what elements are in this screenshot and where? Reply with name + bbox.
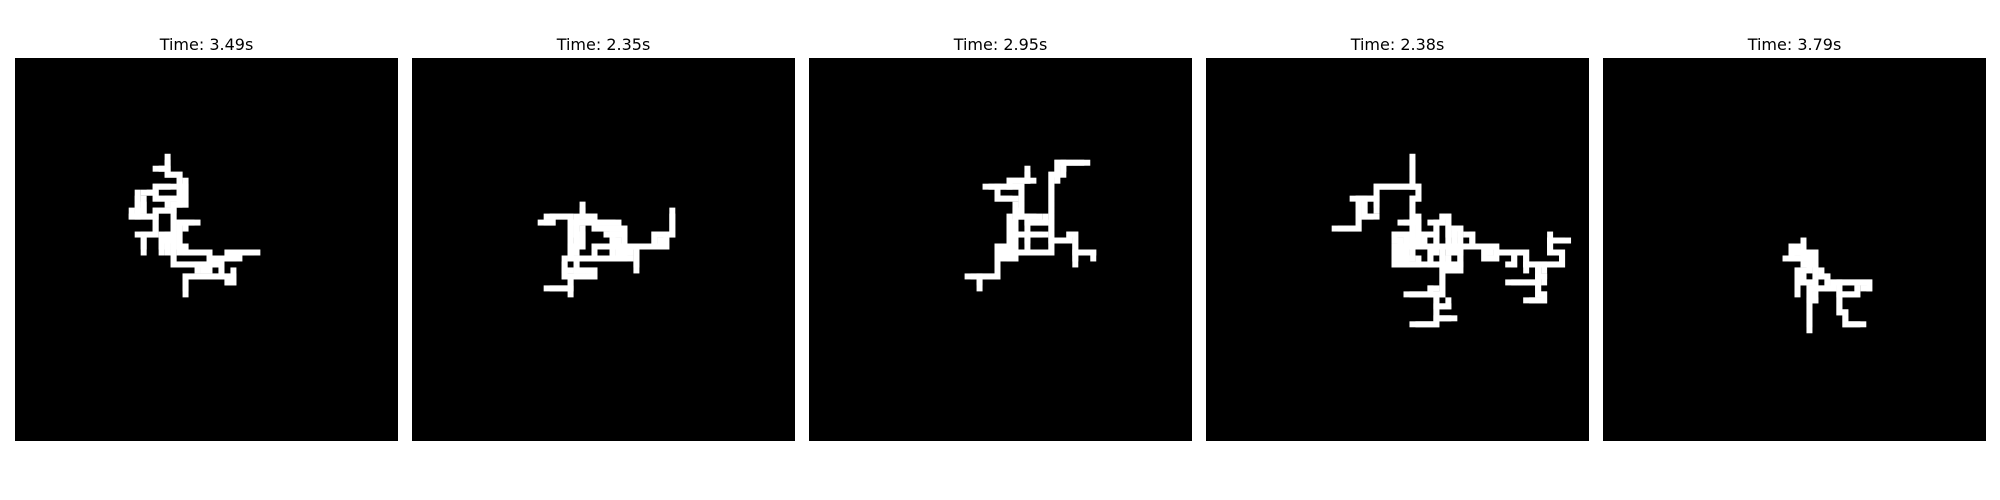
simulation-panel-2: Time: 2.35s: [412, 36, 795, 446]
cluster-image: [1206, 58, 1589, 441]
simulation-panel-3: Time: 2.95s: [809, 36, 1192, 446]
panel-title: Time: 3.49s: [159, 35, 254, 54]
panel-title: Time: 2.38s: [1350, 35, 1445, 54]
cluster-image: [809, 58, 1192, 441]
simulation-panel-4: Time: 2.38s: [1206, 36, 1589, 446]
cluster-image: [15, 58, 398, 441]
panel-title: Time: 2.35s: [556, 35, 651, 54]
simulation-panel-1: Time: 3.49s: [15, 36, 398, 446]
cluster-image: [1603, 58, 1986, 441]
simulation-panel-5: Time: 3.79s: [1603, 36, 1986, 446]
panel-title: Time: 3.79s: [1747, 35, 1842, 54]
cluster-image: [412, 58, 795, 441]
panel-title: Time: 2.95s: [953, 35, 1048, 54]
